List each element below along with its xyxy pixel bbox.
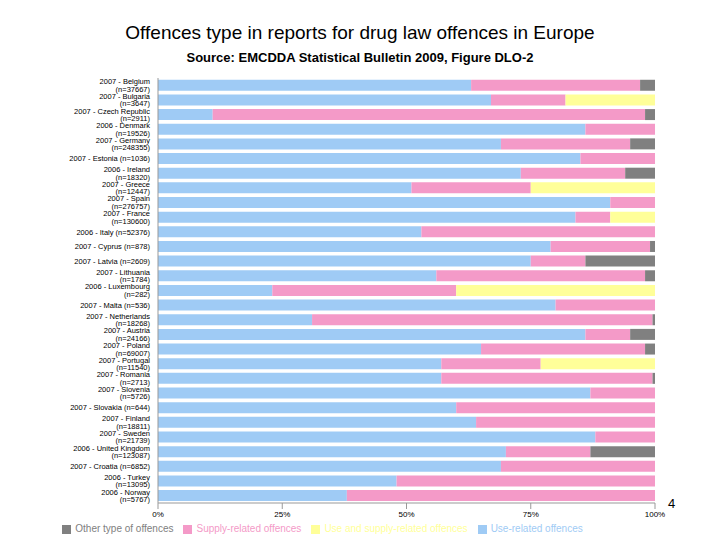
svg-text:2006 - Italy (n=52376): 2006 - Italy (n=52376) (76, 228, 150, 237)
svg-text:2007 - Estonia (n=1036): 2007 - Estonia (n=1036) (69, 154, 150, 163)
html-text:4: 4 (668, 496, 676, 511)
svg-text:0%: 0% (152, 510, 164, 519)
svg-text:50%: 50% (398, 510, 414, 519)
html-text:2007 - Bulgaria: 2007 - Bulgaria (99, 91, 150, 101)
html-text:2006 - Denmark: 2006 - Denmark (96, 121, 150, 131)
html-text:2007 - Poland: 2007 - Poland (103, 341, 150, 350)
html-text:Supply-related offences: Supply-related offences (196, 523, 302, 534)
html-text:2007 - Czech Republic: 2007 - Czech Republic (74, 106, 150, 116)
svg-text:100%: 100% (645, 510, 665, 519)
html-text:(n=2911): (n=2911) (120, 114, 150, 124)
html-text:(n=3647): (n=3647) (119, 99, 150, 109)
html-text:(n=18811): (n=18811) (116, 421, 150, 431)
html-text:2006 - Turkey: 2006 - Turkey (104, 472, 150, 482)
html-text:(n=24166): (n=24166) (115, 333, 150, 343)
svg-text:2007 - Croatia (n=6852): 2007 - Croatia (n=6852) (70, 462, 150, 471)
html-text:2007 - Romania: 2007 - Romania (96, 370, 150, 380)
html-text:(n=2713): (n=2713) (119, 377, 150, 387)
html-text:2007 - Spain: 2007 - Spain (107, 194, 150, 204)
html-text:2006 - Ireland: 2006 - Ireland (103, 165, 150, 175)
html-text:2007 - Austria: 2007 - Austria (103, 326, 150, 336)
svg-text:2006 - Luxembourg(n=282): 2006 - Luxembourg(n=282) (85, 282, 151, 299)
html-text:Other type of offences: Other type of offences (75, 523, 174, 534)
svg-text:2007 - France(n=130600): 2007 - France(n=130600) (103, 209, 150, 226)
svg-text:25%: 25% (274, 510, 290, 519)
html-text:(n=21739): (n=21739) (115, 436, 150, 446)
html-text:(n=37667): (n=37667) (115, 84, 150, 94)
html-text:(n=12447): (n=12447) (115, 187, 150, 197)
html-text:(n=18320): (n=18320) (115, 172, 150, 182)
html-text:(n=13095): (n=13095) (115, 480, 150, 490)
html-text:2007 - Portugal: 2007 - Portugal (98, 355, 150, 365)
html-text:2007 - Lithuania: 2007 - Lithuania (96, 267, 150, 277)
html-text:Use and supply-related offence: Use and supply-related offences (324, 523, 468, 534)
html-text:2007 - Finland: 2007 - Finland (102, 414, 150, 424)
html-text:Offences type in reports for d: Offences type in reports for drug law of… (125, 22, 595, 43)
svg-text:75%: 75% (523, 510, 539, 519)
html-text:(n=1784): (n=1784) (119, 275, 150, 285)
html-text:(n=276757): (n=276757) (111, 202, 150, 211)
html-text:(n=11540): (n=11540) (116, 363, 150, 373)
html-text:Use-related offences: Use-related offences (490, 523, 583, 534)
html-text:2007 - Belgium: 2007 - Belgium (99, 77, 150, 87)
svg-text:2007 - Latvia (n=2609): 2007 - Latvia (n=2609) (74, 257, 150, 266)
svg-text:2006 - United Kingdom(n=123087: 2006 - United Kingdom(n=123087) (73, 444, 150, 461)
svg-text:2007 - Slovakia (n=644): 2007 - Slovakia (n=644) (70, 403, 150, 412)
svg-text:2007 - Slovenia(n=5726): 2007 - Slovenia(n=5726) (98, 385, 151, 402)
html-text:Source: EMCDDA Statistical Bul: Source: EMCDDA Statistical Bulletin 2009… (186, 50, 534, 65)
html-text:2007 - Sweden: 2007 - Sweden (99, 429, 150, 438)
svg-text:2006 - Norway(n=5767): 2006 - Norway(n=5767) (101, 488, 150, 505)
svg-text:2007 - Germany(n=248355): 2007 - Germany(n=248355) (96, 136, 151, 153)
svg-text:2007 - Malta (n=536): 2007 - Malta (n=536) (80, 301, 150, 310)
html-text:2007 - Greece: 2007 - Greece (102, 179, 150, 189)
html-text:(n=69007): (n=69007) (115, 348, 150, 358)
html-text:(n=19526): (n=19526) (115, 128, 150, 138)
svg-text:2007 - Cyprus (n=878): 2007 - Cyprus (n=878) (75, 242, 151, 251)
html-text:2007 - Netherlands: 2007 - Netherlands (86, 311, 150, 321)
html-text:(n=18268): (n=18268) (115, 319, 150, 329)
